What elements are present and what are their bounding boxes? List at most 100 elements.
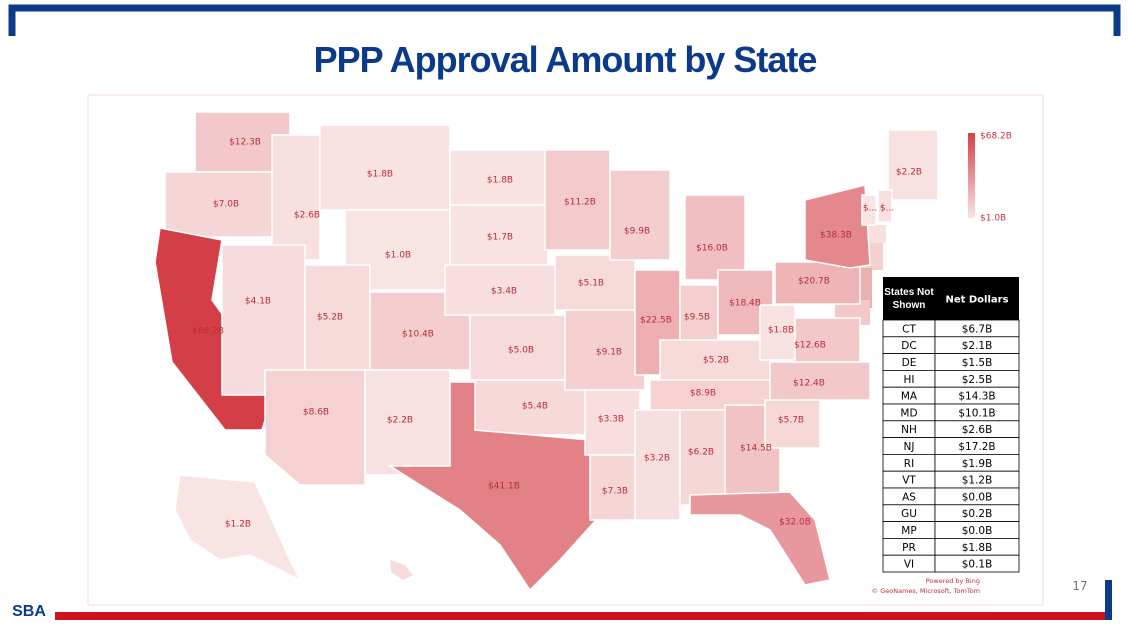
map (154, 111, 939, 592)
table-cell: CT (902, 323, 916, 335)
table-cell: GU (901, 508, 917, 520)
state-label: $18.4B (729, 299, 761, 309)
table-header-bg (883, 277, 1019, 320)
table-cell: $10.1B (958, 407, 995, 419)
table-cell: $1.5B (962, 357, 993, 369)
header-cell: Net Dollars (945, 295, 1008, 306)
table-cell: $1.9B (962, 458, 993, 470)
state (689, 491, 831, 586)
state (264, 369, 366, 486)
table-cell: MA (901, 391, 918, 403)
table-cell: HI (904, 374, 915, 386)
state (684, 194, 746, 281)
header-cell: States Not Shown (884, 286, 934, 311)
table-cell: $2.1B (962, 340, 993, 352)
table-cell: MP (901, 525, 916, 537)
credit: Powered by Bing (926, 577, 980, 585)
state-label: $1.8B (487, 176, 513, 186)
state-label: $... (880, 204, 894, 214)
table-cell: $2.5B (962, 374, 993, 386)
table-cell: VI (904, 559, 914, 571)
state-label: $68.2B (192, 327, 224, 337)
state (759, 304, 796, 361)
page-number: 17 (1072, 579, 1087, 593)
state-label: $9.5B (684, 313, 710, 323)
state (319, 124, 451, 211)
state-label: $12.3B (229, 138, 261, 148)
state-label: $8.9B (690, 389, 716, 399)
legend-bar (968, 133, 975, 218)
state-label: $5.4B (522, 402, 548, 412)
state-label: $5.2B (703, 356, 729, 366)
cell: States Not Shown (884, 286, 934, 311)
table-cell: DE (902, 357, 917, 369)
table-cell: $1.2B (962, 475, 993, 487)
table-cell: $0.0B (962, 491, 993, 503)
state-label: $2.2B (387, 416, 413, 426)
state-label: $5.2B (317, 313, 343, 323)
state-label: $1.8B (768, 326, 794, 336)
state-label: $9.9B (624, 227, 650, 237)
hawaii-shape (390, 560, 413, 580)
table-cell: NH (901, 424, 917, 436)
state (887, 129, 939, 201)
state-label: $3.4B (491, 287, 517, 297)
top-frame (8, 4, 1121, 36)
state-label: $8.6B (303, 408, 329, 418)
state-label: $38.3B (820, 231, 852, 241)
state (861, 194, 877, 226)
state-label: $7.0B (213, 200, 239, 210)
state (564, 309, 646, 391)
state-label: $16.0B (696, 244, 728, 254)
state-label: $41.1B (488, 482, 520, 492)
table-cell: $0.2B (962, 508, 993, 520)
bottom-frame (1105, 580, 1112, 620)
state-label: $5.1B (578, 279, 604, 289)
state-label: $4.1B (245, 297, 271, 307)
table-cell: $1.8B (962, 542, 993, 554)
table-cell: AS (902, 491, 916, 503)
bottom-bar (55, 612, 1107, 620)
table-cell: MD (900, 407, 917, 419)
state (679, 409, 726, 506)
state-label: $3.2B (644, 454, 670, 464)
table-cell: VT (902, 475, 916, 487)
state (877, 189, 893, 223)
table-cell: $0.0B (962, 525, 993, 537)
table-cell: $6.7B (962, 323, 993, 335)
state (634, 409, 681, 521)
credit: © GeoNames, Microsoft, TomTom (872, 587, 980, 595)
state-label: $1.2B (225, 520, 251, 530)
table-cell: $2.6B (962, 424, 993, 436)
state-label: $5.7B (778, 416, 804, 426)
state-label: $32.0B (779, 518, 811, 528)
state-label: $1.0B (385, 251, 411, 261)
state-label: $12.6B (794, 341, 826, 351)
table-cell: $17.2B (958, 441, 995, 453)
state-label: $3.3B (598, 415, 624, 425)
labels: $12.3B $7.0B $68.2B $2.6B $1.8B $1.0B $4.1B $5.… (192, 138, 922, 530)
table-cell: $14.3B (958, 391, 995, 403)
state (271, 134, 321, 261)
title: PPP Approval Amount by State (314, 39, 817, 80)
state-label: $5.0B (508, 346, 534, 356)
state-label: $7.3B (602, 487, 628, 497)
state-label: $10.4B (402, 330, 434, 340)
state-label: $20.7B (798, 277, 830, 287)
legend-max: $68.2B (980, 132, 1012, 142)
state (174, 474, 302, 582)
state-label: $9.1B (596, 348, 622, 358)
cell-border (934, 554, 1020, 573)
state-label: $12.4B (793, 379, 825, 389)
state (387, 381, 606, 592)
state (804, 184, 871, 269)
state-label: $11.2B (564, 198, 596, 208)
state-label: $2.6B (294, 211, 320, 221)
state (609, 169, 671, 261)
state-label: $... (863, 204, 877, 214)
table-cell: RI (904, 458, 914, 470)
state-shape (868, 225, 886, 243)
state-label: $6.2B (688, 448, 714, 458)
table-cell: PR (902, 542, 916, 554)
